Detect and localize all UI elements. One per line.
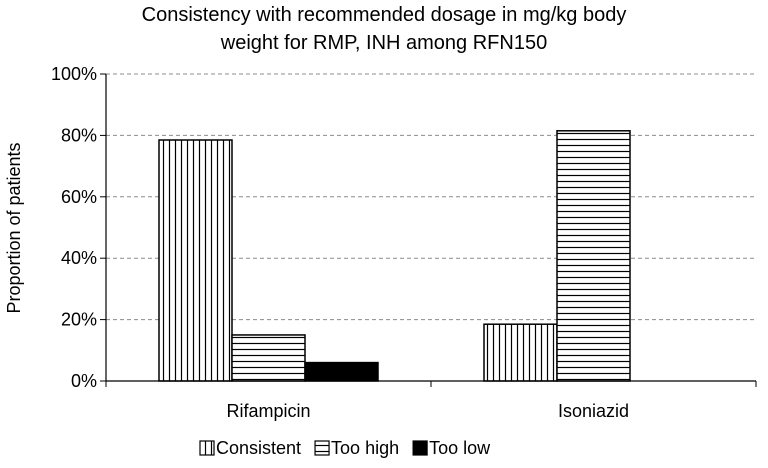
y-axis-label: Proportion of patients [4,142,24,313]
y-axis-ticks: 0% 20% 40% 60% 80% 100% [51,64,106,391]
y-tick-label: 0% [71,371,97,391]
bar-too-low-rifampicin [304,361,379,382]
legend-swatch-too-high [314,440,330,456]
legend-swatch-consistent [199,440,215,456]
y-tick-label: 100% [51,64,97,84]
legend-swatch-too-low [412,440,428,456]
chart-title-line-2: weight for RMP, INH among RFN150 [220,32,547,54]
chart-title: Consistency with recommended dosage in m… [142,4,627,54]
axes [105,74,757,387]
chart-title-line-1: Consistency with recommended dosage in m… [142,4,627,26]
y-tick-label: 60% [61,187,97,207]
y-tick-label: 80% [61,125,97,145]
y-tick-label: 40% [61,248,97,268]
x-axis-categories: Rifampicin Isoniazid [226,401,629,421]
y-tick-label: 20% [61,310,97,330]
x-category-label: Isoniazid [558,401,629,421]
legend-label-consistent: Consistent [216,438,301,458]
bar-consistent-isoniazid [483,323,558,382]
bars [158,130,631,382]
bar-too-high-rifampicin [231,334,306,382]
bar-too-high-isoniazid [556,130,631,382]
x-category-label: Rifampicin [226,401,310,421]
legend: Consistent Too high Too low [199,438,491,458]
bar-consistent-rifampicin [158,139,233,382]
legend-label-too-low: Too low [429,438,491,458]
legend-label-too-high: Too high [331,438,399,458]
